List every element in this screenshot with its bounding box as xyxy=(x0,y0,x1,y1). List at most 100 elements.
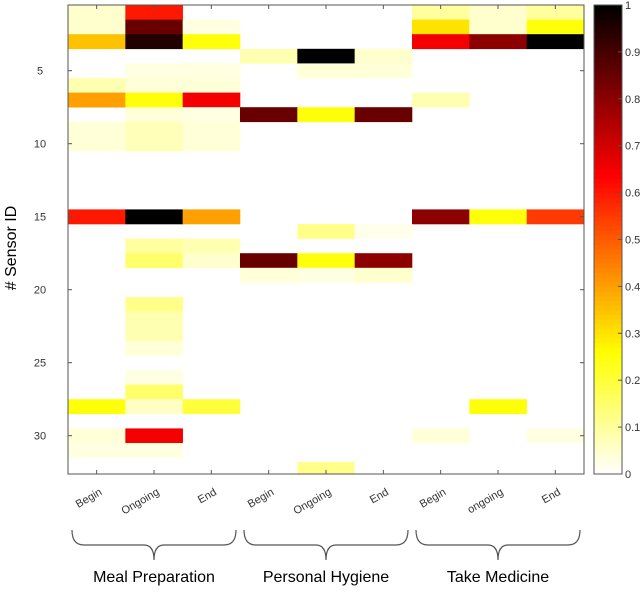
colorbar-segment xyxy=(594,459,622,466)
heatmap-cell xyxy=(412,34,470,50)
heatmap-cell xyxy=(125,121,183,137)
heatmap-cell xyxy=(469,399,527,415)
colorbar-segment xyxy=(594,19,622,25)
colorbar-segment xyxy=(594,398,622,405)
heatmap-cell xyxy=(182,209,241,225)
x-tick-label: Ongoing xyxy=(291,486,333,517)
colorbar-segment xyxy=(594,216,622,222)
heatmap-cell xyxy=(182,136,241,152)
colorbar-segment xyxy=(594,126,622,133)
x-tick-label: Begin xyxy=(74,486,104,510)
colorbar-segment xyxy=(594,145,622,151)
colorbar-segment xyxy=(594,300,622,306)
colorbar-segment xyxy=(594,225,622,231)
colorbar-tick-label: 0.9 xyxy=(625,47,640,59)
colorbar-segment xyxy=(594,319,622,325)
colorbar-segment xyxy=(594,28,622,34)
colorbar-segment xyxy=(594,445,622,452)
heatmap-cell xyxy=(526,19,585,35)
y-tick-label: 20 xyxy=(34,285,46,297)
heatmap-cell xyxy=(182,399,241,415)
colorbar-segment xyxy=(594,413,622,419)
colorbar-tick-label: 0.7 xyxy=(625,141,640,153)
colorbar-segment xyxy=(594,122,622,128)
y-tick-label: 5 xyxy=(37,66,43,78)
colorbar-tick-label: 0.8 xyxy=(625,94,640,106)
heatmap-cell xyxy=(125,63,183,79)
heatmap-cell xyxy=(125,370,183,385)
heatmap-cell xyxy=(125,326,183,342)
colorbar-segment xyxy=(594,455,622,461)
colorbar-segment xyxy=(594,380,622,386)
colorbar-segment xyxy=(594,98,622,105)
heatmap-cell xyxy=(412,428,470,444)
heatmap-cell xyxy=(125,136,183,152)
group-brace xyxy=(415,529,581,561)
colorbar-segment xyxy=(594,337,622,344)
colorbar-segment xyxy=(594,89,622,95)
colorbar-segment xyxy=(594,464,622,470)
colorbar-tick-label: 0.2 xyxy=(625,375,640,387)
colorbar-segment xyxy=(594,108,622,114)
x-tick-label: End xyxy=(196,486,219,506)
group-brace xyxy=(71,529,237,561)
heatmap-cell xyxy=(412,92,470,108)
heatmap-cell xyxy=(68,399,126,415)
y-axis-label: # Sensor ID xyxy=(3,206,20,290)
colorbar-segment xyxy=(594,220,622,227)
group-label: Meal Preparation xyxy=(93,569,215,586)
heatmap-cell xyxy=(297,63,355,79)
colorbar-segment xyxy=(594,94,622,100)
heatmap-cell xyxy=(297,48,355,64)
y-tick-label: 30 xyxy=(34,431,46,443)
colorbar-segment xyxy=(594,436,622,442)
heatmap-cell xyxy=(125,443,183,458)
colorbar-segment xyxy=(594,80,622,86)
heatmap-cell xyxy=(68,443,126,458)
colorbar-segment xyxy=(594,370,622,377)
heatmap-cell xyxy=(182,34,241,50)
colorbar-segment xyxy=(594,136,622,142)
colorbar-tick-label: 1 xyxy=(625,0,631,12)
heatmap-cell xyxy=(125,253,183,269)
colorbar-segment xyxy=(594,201,622,208)
colorbar-segment xyxy=(594,366,622,372)
colorbar-segment xyxy=(594,141,622,147)
colorbar-segment xyxy=(594,47,622,53)
heatmap-cell xyxy=(240,267,298,283)
colorbar-tick-label: 0.3 xyxy=(625,328,640,340)
colorbar-segment xyxy=(594,84,622,91)
colorbar-segment xyxy=(594,117,622,123)
y-tick-label: 25 xyxy=(34,358,46,370)
colorbar-segment xyxy=(594,56,622,62)
colorbar-segment xyxy=(594,281,622,287)
colorbar-segment xyxy=(594,328,622,334)
colorbar-tick-label: 0.1 xyxy=(625,422,640,434)
heatmap-cell xyxy=(354,107,413,123)
colorbar-segment xyxy=(594,323,622,330)
heatmap-cell xyxy=(469,209,527,225)
colorbar-segment xyxy=(594,333,622,339)
heatmap-cell xyxy=(125,107,183,123)
colorbar-segment xyxy=(594,361,622,367)
colorbar-segment xyxy=(594,431,622,438)
colorbar-segment xyxy=(594,450,622,456)
colorbar-segment xyxy=(594,65,622,72)
colorbar-segment xyxy=(594,61,622,67)
colorbar-segment xyxy=(594,192,622,198)
colorbar-segment xyxy=(594,295,622,302)
heatmap-cell xyxy=(125,297,183,312)
x-tick-label: Begin xyxy=(246,486,276,510)
heatmap-cell xyxy=(68,5,126,20)
heatmap-cell xyxy=(182,238,241,254)
x-tick-label: End xyxy=(368,486,391,506)
colorbar-segment xyxy=(594,272,622,278)
heatmap-cell xyxy=(240,107,298,123)
heatmap-cell xyxy=(68,34,126,50)
heatmap-cell xyxy=(526,5,585,20)
colorbar-segment xyxy=(594,248,622,255)
colorbar-segment xyxy=(594,469,622,475)
colorbar-segment xyxy=(594,197,622,203)
heatmap-cell xyxy=(125,34,183,50)
